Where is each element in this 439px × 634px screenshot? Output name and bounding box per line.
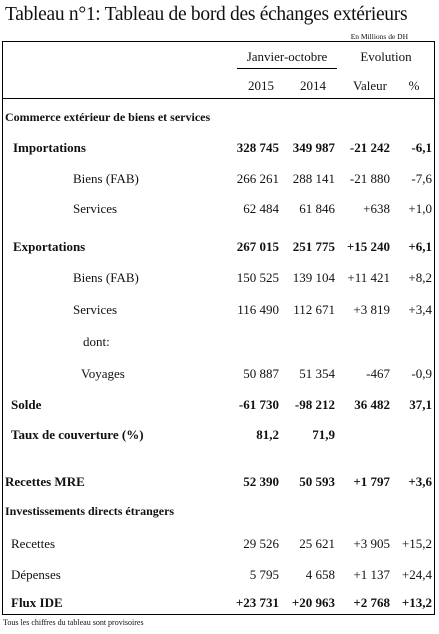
cell-valeur: -467 [366, 366, 390, 381]
row-label: Taux de couverture (%) [11, 427, 144, 442]
table-row: Recettes 29 526 25 621 +3 905 +15,2 [0, 536, 439, 556]
row-label: Services [73, 201, 118, 216]
cell-2015: 50 887 [243, 366, 279, 381]
table-row: Services 116 490 112 671 +3 819 +3,4 [0, 302, 439, 322]
cell-valeur: +3 819 [353, 302, 390, 317]
footnote: Tous les chiffres du tableau sont provis… [3, 618, 144, 627]
cell-2014: 51 354 [299, 366, 335, 381]
row-label: Flux IDE [11, 595, 63, 610]
table-row: Investissements directs étrangers [0, 504, 439, 524]
table-frame [2, 41, 435, 615]
cell-2015: 62 484 [243, 201, 279, 216]
unit-note: En Millions de DH [350, 32, 408, 41]
row-label: Biens (FAB) [73, 270, 139, 285]
cell-2014: 25 621 [299, 536, 335, 551]
cell-2015: 116 490 [237, 302, 279, 317]
cell-2014: 139 104 [292, 270, 335, 285]
cell-2014: +20 963 [291, 595, 335, 610]
row-label: Biens (FAB) [73, 171, 139, 186]
cell-valeur: 36 482 [354, 397, 390, 412]
header-evolution: Evolution [360, 49, 412, 64]
cell-valeur: +11 421 [347, 270, 390, 285]
header-period: Janvier-octobre [246, 49, 328, 64]
cell-valeur: -21 242 [349, 140, 390, 155]
header-pct: % [408, 78, 420, 93]
cell-pct: +3,6 [408, 474, 432, 489]
cell-pct: +1,0 [408, 201, 432, 216]
table-title: Tableau n°1: Tableau de bord des échange… [5, 4, 408, 25]
cell-2014: 251 775 [292, 239, 335, 254]
cell-pct: 37,1 [409, 397, 432, 412]
header-2014: 2014 [300, 78, 326, 93]
cell-2015: +23 731 [235, 595, 279, 610]
cell-pct: -0,9 [411, 366, 432, 381]
cell-2014: 288 141 [292, 171, 335, 186]
cell-valeur: +1 797 [353, 474, 390, 489]
header-2015: 2015 [248, 78, 274, 93]
row-label: Recettes [11, 536, 56, 551]
row-label: Recettes MRE [5, 474, 85, 489]
cell-2015: 328 745 [236, 140, 279, 155]
table-row: Taux de couverture (%) 81,2 71,9 [0, 427, 439, 447]
cell-2014: 50 593 [299, 474, 335, 489]
cell-2015: 267 015 [236, 239, 279, 254]
cell-2014: 112 671 [293, 302, 335, 317]
cell-valeur: +3 905 [353, 536, 390, 551]
row-label: Importations [13, 140, 86, 155]
row-label: Dépenses [11, 567, 61, 582]
cell-pct: +24,4 [401, 567, 432, 582]
cell-2015: 29 526 [243, 536, 279, 551]
cell-pct: +6,1 [408, 239, 432, 254]
table-row: Dépenses 5 795 4 658 +1 137 +24,4 [0, 567, 439, 587]
table-row: Voyages 50 887 51 354 -467 -0,9 [0, 366, 439, 386]
cell-pct: -6,1 [411, 140, 432, 155]
cell-2015: 5 795 [249, 567, 279, 582]
cell-valeur: +15 240 [346, 239, 390, 254]
cell-2014: 4 658 [305, 567, 335, 582]
row-label: Services [73, 302, 118, 317]
header-valeur: Valeur [353, 78, 387, 93]
table-row: Flux IDE +23 731 +20 963 +2 768 +13,2 [0, 595, 439, 615]
cell-2015: 81,2 [256, 427, 279, 442]
cell-valeur: -21 880 [349, 171, 390, 186]
cell-pct: +8,2 [408, 270, 432, 285]
table-row: Services 62 484 61 846 +638 +1,0 [0, 201, 439, 221]
table-row: Biens (FAB) 150 525 139 104 +11 421 +8,2 [0, 270, 439, 290]
table-row: Commerce extérieur de biens et services [0, 110, 439, 130]
row-label: Voyages [81, 366, 125, 381]
row-label: dont: [83, 334, 110, 349]
cell-2015: 266 261 [236, 171, 279, 186]
table-row: Biens (FAB) 266 261 288 141 -21 880 -7,6 [0, 171, 439, 191]
cell-2015: -61 730 [238, 397, 279, 412]
header-bottom-rule [2, 98, 435, 99]
row-label: Solde [11, 397, 42, 412]
cell-2014: 61 846 [299, 201, 335, 216]
table-row: Importations 328 745 349 987 -21 242 -6,… [0, 140, 439, 160]
row-label: Commerce extérieur de biens et services [5, 110, 211, 124]
cell-2014: -98 212 [294, 397, 335, 412]
header-period-rule [237, 68, 337, 69]
cell-2015: 150 525 [236, 270, 279, 285]
cell-valeur: +1 137 [353, 567, 390, 582]
table-row: Solde -61 730 -98 212 36 482 37,1 [0, 397, 439, 417]
table-row: Exportations 267 015 251 775 +15 240 +6,… [0, 239, 439, 259]
row-label: Investissements directs étrangers [5, 504, 175, 518]
row-label: Exportations [13, 239, 86, 254]
table-row: Recettes MRE 52 390 50 593 +1 797 +3,6 [0, 474, 439, 494]
cell-pct: -7,6 [411, 171, 432, 186]
table-row: dont: [0, 334, 439, 354]
cell-valeur: +638 [363, 201, 390, 216]
cell-pct: +15,2 [401, 536, 432, 551]
cell-valeur: +2 768 [353, 595, 390, 610]
cell-pct: +3,4 [408, 302, 432, 317]
cell-pct: +13,2 [401, 595, 432, 610]
cell-2014: 71,9 [312, 427, 335, 442]
cell-2015: 52 390 [243, 474, 279, 489]
cell-2014: 349 987 [292, 140, 335, 155]
